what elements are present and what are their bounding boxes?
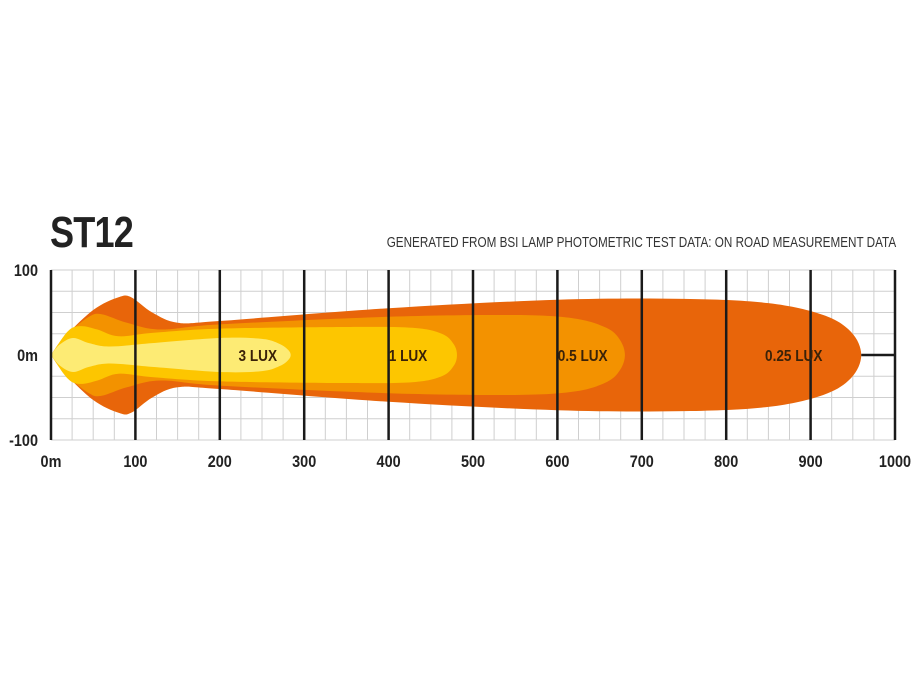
x-tick-label: 300	[292, 453, 316, 471]
x-tick-label: 900	[799, 453, 823, 471]
x-tick-label: 1000	[879, 453, 911, 471]
axes	[49, 270, 897, 440]
lux-contour-3-lux	[51, 337, 291, 373]
x-tick-label: 200	[208, 453, 232, 471]
x-tick-label: 0m	[41, 453, 62, 471]
y-tick-label: 0m	[17, 347, 38, 365]
y-tick-label: -100	[9, 432, 38, 450]
tick-labels: 0m 100 200 300 400 500 600 700 800 900 10001000m-1…	[9, 262, 911, 471]
lux-contours	[51, 295, 862, 415]
chart-title: ST12	[50, 208, 134, 257]
x-tick-label: 800	[714, 453, 738, 471]
lux-label: 3 LUX	[239, 348, 278, 365]
x-tick-label: 600	[545, 453, 569, 471]
lux-label: 0.25 LUX	[765, 348, 822, 365]
lux-label: 0.5 LUX	[558, 348, 608, 365]
chart-subtitle: GENERATED FROM BSI LAMP PHOTOMETRIC TEST…	[386, 234, 896, 251]
y-tick-label: 100	[14, 262, 38, 280]
x-tick-label: 700	[630, 453, 654, 471]
lux-label: 1 LUX	[389, 348, 428, 365]
lux-labels: 0.25 LUX 0.5 LUX 1 LUX 3 LUX	[239, 348, 823, 365]
x-tick-label: 400	[377, 453, 401, 471]
x-tick-label: 500	[461, 453, 485, 471]
x-tick-label: 100	[123, 453, 147, 471]
